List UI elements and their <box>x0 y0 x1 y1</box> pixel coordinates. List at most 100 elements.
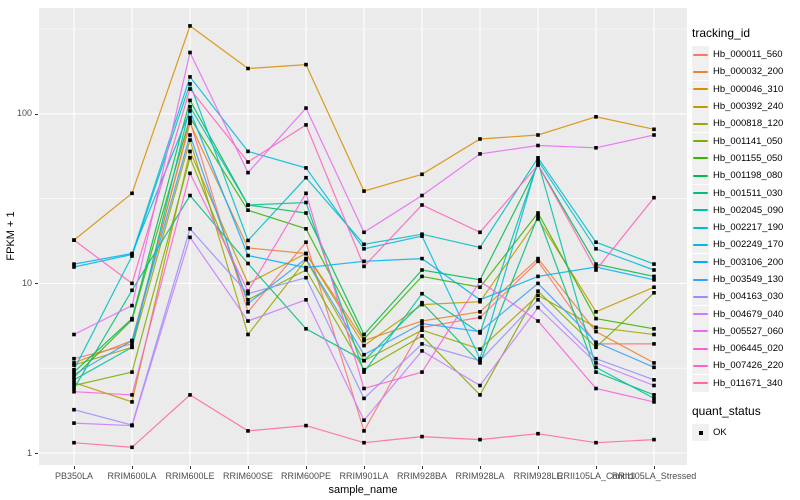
data-point <box>246 149 250 154</box>
data-point <box>478 358 482 363</box>
data-point <box>652 378 656 382</box>
data-point <box>246 208 250 212</box>
data-point <box>72 356 76 361</box>
data-point <box>304 191 308 196</box>
y-tick-label: 10 <box>21 277 32 288</box>
data-point <box>478 347 482 351</box>
data-point <box>188 149 192 154</box>
data-point <box>188 133 192 137</box>
x-tick-mark <box>190 466 191 469</box>
legend-label: Hb_001141_050 <box>713 135 783 147</box>
legend-line-icon <box>693 364 708 367</box>
legend-entry-quant-OK: OK <box>692 424 798 442</box>
data-point <box>72 383 76 388</box>
data-point <box>536 319 540 323</box>
data-point <box>420 234 424 238</box>
data-point <box>536 211 540 215</box>
data-point <box>72 407 76 412</box>
data-point <box>72 361 76 365</box>
data-point <box>420 193 424 198</box>
legend-entry-Hb_007426_220: Hb_007426_220 <box>692 357 798 375</box>
y-tick-mark <box>35 113 38 115</box>
data-point <box>652 332 656 337</box>
data-point <box>594 345 598 350</box>
data-point <box>246 253 250 258</box>
legend-label: Hb_000818_120 <box>713 118 784 130</box>
data-point <box>536 156 540 160</box>
data-point <box>420 334 424 338</box>
data-point <box>420 274 424 279</box>
legend-key-swatch <box>692 288 709 306</box>
data-point <box>536 298 540 302</box>
legend-line-icon <box>693 313 708 316</box>
data-point <box>72 370 76 374</box>
data-point <box>536 214 540 218</box>
legend-key-swatch <box>692 219 709 237</box>
data-point <box>304 268 308 272</box>
data-point <box>362 352 366 357</box>
legend-label: Hb_000046_310 <box>713 83 784 95</box>
data-point <box>188 115 192 120</box>
data-point <box>594 316 598 321</box>
legend-panel: tracking_id Hb_000011_560 Hb_000032_200 Hb… <box>692 26 798 442</box>
legend-key-swatch <box>692 63 709 81</box>
data-point <box>478 152 482 156</box>
data-point <box>478 279 482 283</box>
data-point <box>362 429 366 433</box>
legend-line-icon <box>693 70 708 73</box>
legend-line-icon <box>693 53 708 56</box>
legend-line-icon <box>693 295 708 298</box>
data-point <box>594 440 598 445</box>
x-tick-label-RRIM901LA: RRIM901LA <box>339 471 389 481</box>
x-tick-mark <box>364 466 365 469</box>
plot-panel <box>39 8 687 465</box>
data-point <box>130 251 134 256</box>
data-point <box>478 383 482 388</box>
legend-key-swatch <box>692 322 709 340</box>
data-point <box>72 265 76 269</box>
data-point <box>362 264 366 269</box>
data-point <box>594 329 598 334</box>
data-point <box>188 50 192 55</box>
legend-entry-Hb_004163_030: Hb_004163_030 <box>692 288 798 306</box>
x-tick-mark <box>248 466 249 469</box>
data-point <box>420 321 424 326</box>
data-point <box>420 349 424 353</box>
legend-line-icon <box>693 157 708 160</box>
legend-entry-Hb_000032_200: Hb_000032_200 <box>692 63 798 81</box>
black-square-point-icon <box>698 430 703 435</box>
data-point <box>304 327 308 331</box>
data-point <box>130 345 134 350</box>
x-tick-label-RRIM600SE: RRIM600SE <box>222 471 274 481</box>
legend-label: Hb_001511_030 <box>713 187 783 199</box>
legend-line-icon <box>693 261 708 264</box>
data-point <box>188 75 192 79</box>
data-point <box>536 293 540 298</box>
data-point <box>536 289 540 293</box>
legend-entry-Hb_001198_080: Hb_001198_080 <box>692 167 798 185</box>
legend-line-icon <box>693 122 708 125</box>
legend-line-icon <box>693 330 708 333</box>
data-point <box>536 431 540 436</box>
data-point <box>420 302 424 307</box>
data-point <box>536 133 540 137</box>
legend-entry-Hb_005527_060: Hb_005527_060 <box>692 322 798 340</box>
data-point <box>478 230 482 235</box>
legend-entry-Hb_000011_560: Hb_000011_560 <box>692 46 798 64</box>
data-point <box>130 400 134 404</box>
x-tick-label-RRIM600PE: RRIM600PE <box>280 471 332 481</box>
data-point <box>246 238 250 243</box>
data-point <box>304 227 308 231</box>
legend-entry-Hb_001155_050: Hb_001155_050 <box>692 149 798 167</box>
y-tick-mark <box>35 453 38 454</box>
legend-key-swatch <box>692 167 709 185</box>
legend-label: Hb_001155_050 <box>713 152 783 164</box>
legend-line-icon <box>693 243 708 246</box>
data-point <box>594 240 598 244</box>
data-point <box>246 261 250 266</box>
data-point <box>304 123 308 127</box>
data-point <box>420 434 424 439</box>
data-point <box>652 437 656 442</box>
legend-label: Hb_003549_130 <box>713 274 784 285</box>
data-point <box>594 361 598 365</box>
